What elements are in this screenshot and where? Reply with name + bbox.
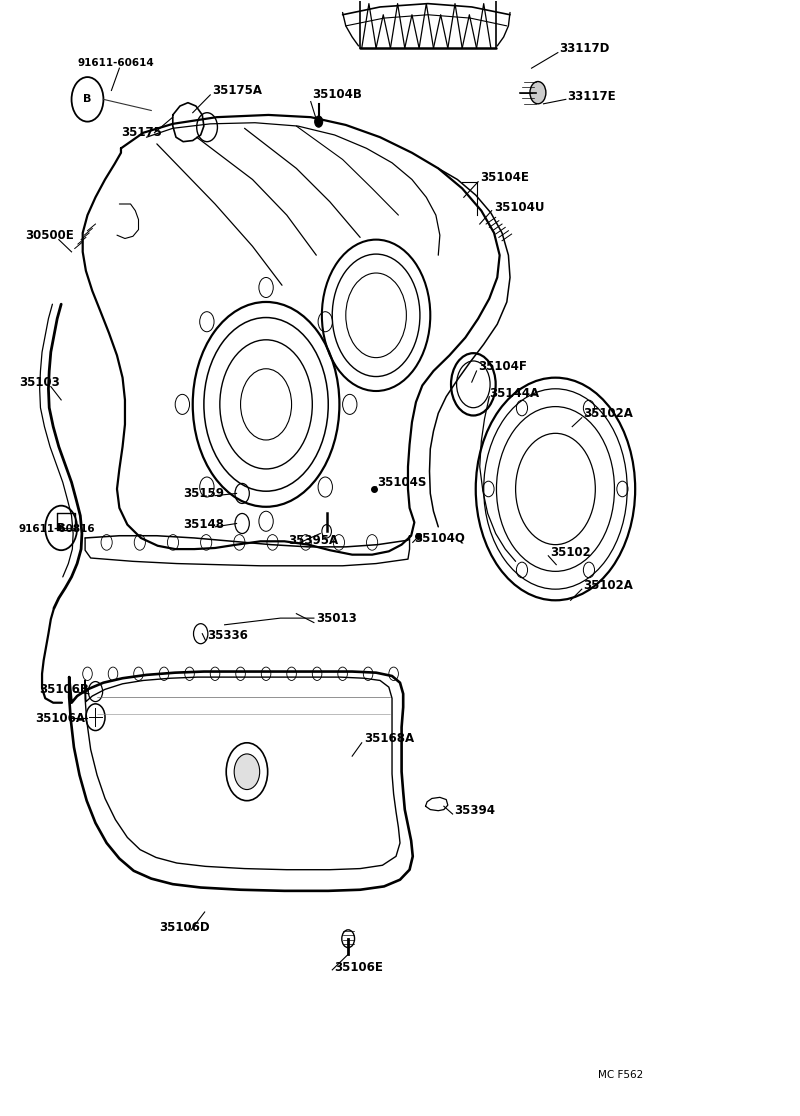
Text: 35102A: 35102A (583, 406, 634, 420)
Text: 35102: 35102 (550, 546, 590, 559)
Text: 35104S: 35104S (378, 475, 427, 489)
Text: 35394: 35394 (454, 805, 495, 817)
Text: 35104Q: 35104Q (414, 531, 466, 545)
Text: 35336: 35336 (207, 629, 248, 643)
Text: 33117E: 33117E (567, 89, 616, 103)
Text: 91611-60816: 91611-60816 (19, 525, 95, 535)
Text: 35175: 35175 (121, 126, 162, 140)
Circle shape (234, 754, 260, 789)
Text: 35148: 35148 (183, 518, 224, 531)
Text: 35104F: 35104F (478, 360, 527, 373)
Text: 33117D: 33117D (559, 41, 610, 55)
Text: 35168A: 35168A (364, 732, 414, 744)
Circle shape (530, 81, 546, 104)
Text: 35106A: 35106A (35, 712, 85, 724)
Text: 35104B: 35104B (312, 88, 362, 102)
Text: 35175A: 35175A (213, 84, 262, 97)
Text: B: B (57, 523, 66, 533)
Text: 30500E: 30500E (26, 229, 74, 242)
Text: 35103: 35103 (19, 376, 60, 388)
Circle shape (314, 116, 322, 127)
Text: 35106E: 35106E (334, 961, 382, 974)
Text: 35106B: 35106B (40, 683, 90, 696)
Text: 35144A: 35144A (490, 387, 539, 400)
Text: B: B (83, 95, 92, 105)
Text: 35102A: 35102A (583, 579, 634, 593)
Text: 35106D: 35106D (159, 921, 210, 934)
Text: 35104E: 35104E (480, 171, 529, 184)
Text: 35104U: 35104U (494, 201, 545, 214)
Text: MC F562: MC F562 (598, 1069, 643, 1079)
Text: 35013: 35013 (316, 612, 357, 625)
Text: 35395A: 35395A (288, 533, 338, 547)
Text: 91611-60614: 91611-60614 (77, 58, 154, 68)
Text: 35159: 35159 (183, 487, 224, 500)
